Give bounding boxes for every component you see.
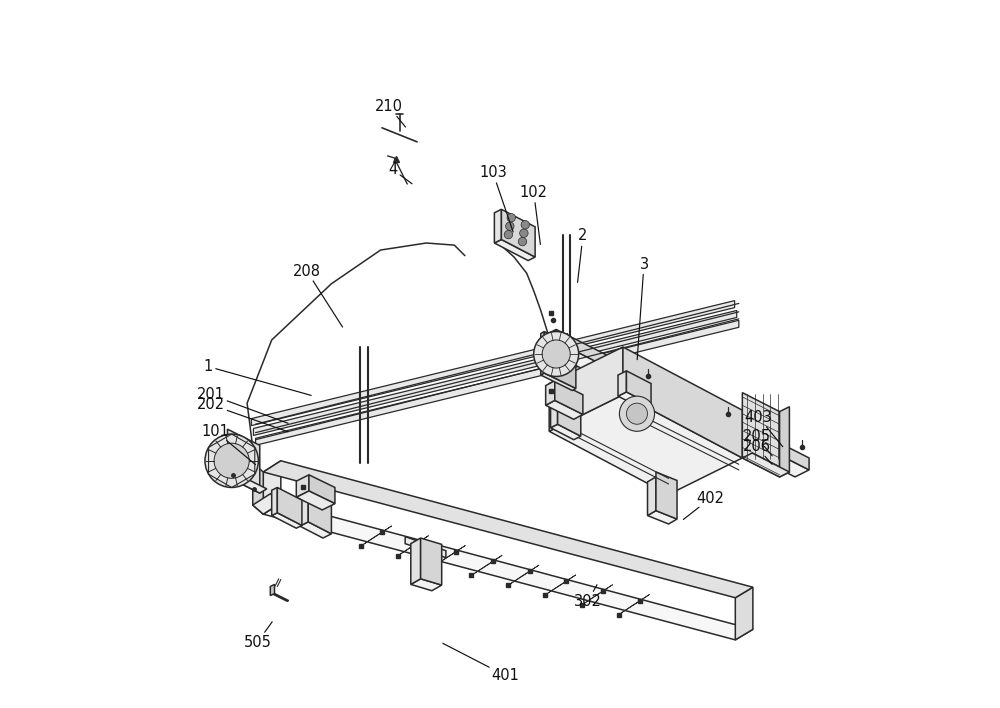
Polygon shape <box>227 473 267 493</box>
Polygon shape <box>549 347 623 431</box>
Polygon shape <box>272 488 277 515</box>
Circle shape <box>518 237 527 246</box>
Text: 1: 1 <box>204 359 311 395</box>
Polygon shape <box>618 371 626 396</box>
Polygon shape <box>434 545 465 566</box>
Text: 101: 101 <box>202 424 256 464</box>
Polygon shape <box>494 239 535 261</box>
Circle shape <box>507 214 515 222</box>
Polygon shape <box>618 595 649 615</box>
Polygon shape <box>411 538 421 584</box>
Polygon shape <box>542 341 809 477</box>
Polygon shape <box>648 510 677 524</box>
Polygon shape <box>251 301 735 426</box>
Polygon shape <box>618 392 651 409</box>
Circle shape <box>542 340 570 368</box>
Polygon shape <box>648 477 656 515</box>
Polygon shape <box>411 578 442 590</box>
Polygon shape <box>405 537 446 558</box>
Text: 102: 102 <box>520 185 548 244</box>
Polygon shape <box>270 584 275 595</box>
Circle shape <box>214 443 249 479</box>
Polygon shape <box>263 503 753 640</box>
Polygon shape <box>360 526 392 547</box>
Polygon shape <box>546 381 555 405</box>
Polygon shape <box>253 493 281 514</box>
Polygon shape <box>581 585 613 605</box>
Polygon shape <box>272 513 302 528</box>
Polygon shape <box>735 587 753 640</box>
Circle shape <box>619 396 655 431</box>
Text: 206: 206 <box>742 439 772 464</box>
Polygon shape <box>656 472 677 519</box>
Text: 202: 202 <box>197 397 288 432</box>
Polygon shape <box>397 536 429 556</box>
Polygon shape <box>253 310 737 435</box>
Text: 403: 403 <box>745 410 783 447</box>
Polygon shape <box>256 320 739 445</box>
Polygon shape <box>277 488 302 525</box>
Polygon shape <box>555 381 583 414</box>
Polygon shape <box>780 406 789 477</box>
Polygon shape <box>551 401 558 428</box>
Circle shape <box>205 434 258 488</box>
Polygon shape <box>546 400 583 419</box>
Text: 401: 401 <box>443 644 520 683</box>
Polygon shape <box>542 329 556 348</box>
Polygon shape <box>551 424 581 440</box>
Circle shape <box>521 220 530 229</box>
Polygon shape <box>296 491 335 510</box>
Polygon shape <box>421 538 442 585</box>
Polygon shape <box>300 522 331 538</box>
Polygon shape <box>549 395 742 494</box>
Polygon shape <box>742 393 780 477</box>
Polygon shape <box>300 493 308 526</box>
Text: 210: 210 <box>375 99 406 127</box>
Text: 505: 505 <box>244 622 272 649</box>
Circle shape <box>504 230 513 239</box>
Polygon shape <box>273 593 289 601</box>
Polygon shape <box>263 461 753 598</box>
Polygon shape <box>227 429 260 493</box>
Polygon shape <box>541 373 576 391</box>
Polygon shape <box>626 371 651 404</box>
Polygon shape <box>544 331 576 389</box>
Polygon shape <box>471 555 502 576</box>
Polygon shape <box>253 463 263 514</box>
Polygon shape <box>501 210 535 257</box>
Circle shape <box>520 229 528 237</box>
Polygon shape <box>623 347 742 458</box>
Text: 201: 201 <box>197 387 288 423</box>
Polygon shape <box>742 453 789 477</box>
Text: 402: 402 <box>683 491 725 520</box>
Polygon shape <box>309 475 335 503</box>
Text: 2: 2 <box>578 229 588 282</box>
Polygon shape <box>556 329 809 470</box>
Circle shape <box>626 403 648 424</box>
Text: 4: 4 <box>389 162 412 184</box>
Polygon shape <box>507 565 539 586</box>
Polygon shape <box>494 210 501 243</box>
Text: 208: 208 <box>293 263 343 327</box>
Polygon shape <box>558 401 581 436</box>
Text: 302: 302 <box>574 585 602 609</box>
Circle shape <box>534 331 579 377</box>
Text: 3: 3 <box>637 256 649 360</box>
Polygon shape <box>544 575 576 595</box>
Circle shape <box>506 222 514 230</box>
Polygon shape <box>541 331 544 375</box>
Polygon shape <box>308 493 331 534</box>
Text: 205: 205 <box>742 429 772 456</box>
Polygon shape <box>296 475 309 497</box>
Text: 103: 103 <box>479 165 513 232</box>
Polygon shape <box>263 461 281 514</box>
